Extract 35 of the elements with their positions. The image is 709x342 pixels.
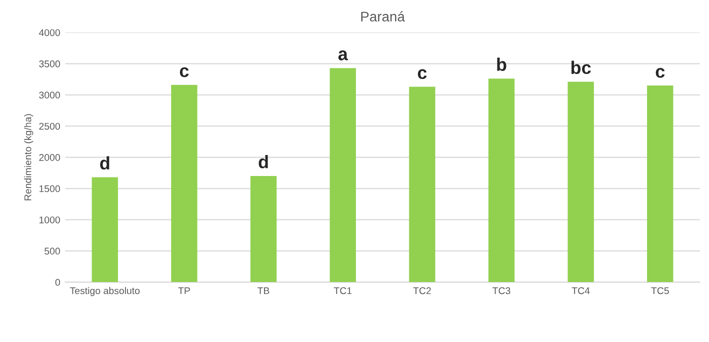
- y-tick-label: 2000: [39, 154, 60, 161]
- x-tick-label: TC4: [572, 287, 590, 294]
- y-tick-label: 1000: [39, 216, 60, 224]
- x-tick-label: TP: [178, 287, 190, 294]
- x-tick-label: Testigo absoluto: [70, 287, 140, 296]
- y-tick-label: 3000: [39, 92, 60, 99]
- bar: [92, 177, 118, 282]
- annotation: b: [497, 58, 506, 71]
- annotation: bc: [571, 60, 591, 74]
- y-tick-label: 4000: [38, 29, 60, 36]
- x-tick-label: TC1: [334, 287, 352, 294]
- y-tick-label: 3500: [39, 60, 60, 68]
- x-tick-label: TC3: [492, 287, 510, 294]
- bar: [250, 176, 277, 282]
- y-tick-label: 2500: [39, 122, 60, 130]
- x-tick-label: TC5: [651, 287, 669, 294]
- annotation: a: [338, 50, 348, 60]
- x-tick-label: TB: [258, 287, 270, 294]
- chart-title: Paraná: [361, 11, 405, 22]
- annotation: d: [100, 156, 110, 170]
- annotation: c: [656, 68, 665, 78]
- bar: [488, 78, 515, 282]
- annotation: c: [418, 69, 427, 80]
- bar: [409, 86, 436, 282]
- y-tick-label: 500: [44, 248, 60, 255]
- y-tick-label: 1500: [39, 185, 60, 192]
- x-tick-label: TC2: [413, 287, 431, 294]
- bar: [647, 86, 674, 282]
- bar: [568, 82, 594, 282]
- annotation: c: [180, 67, 189, 78]
- y-tick-label: 0: [55, 278, 60, 286]
- annotation: d: [258, 155, 268, 168]
- y-axis-title: Rendimiento (kg/ha): [24, 114, 34, 200]
- bar: [330, 68, 356, 282]
- bar: [171, 84, 198, 282]
